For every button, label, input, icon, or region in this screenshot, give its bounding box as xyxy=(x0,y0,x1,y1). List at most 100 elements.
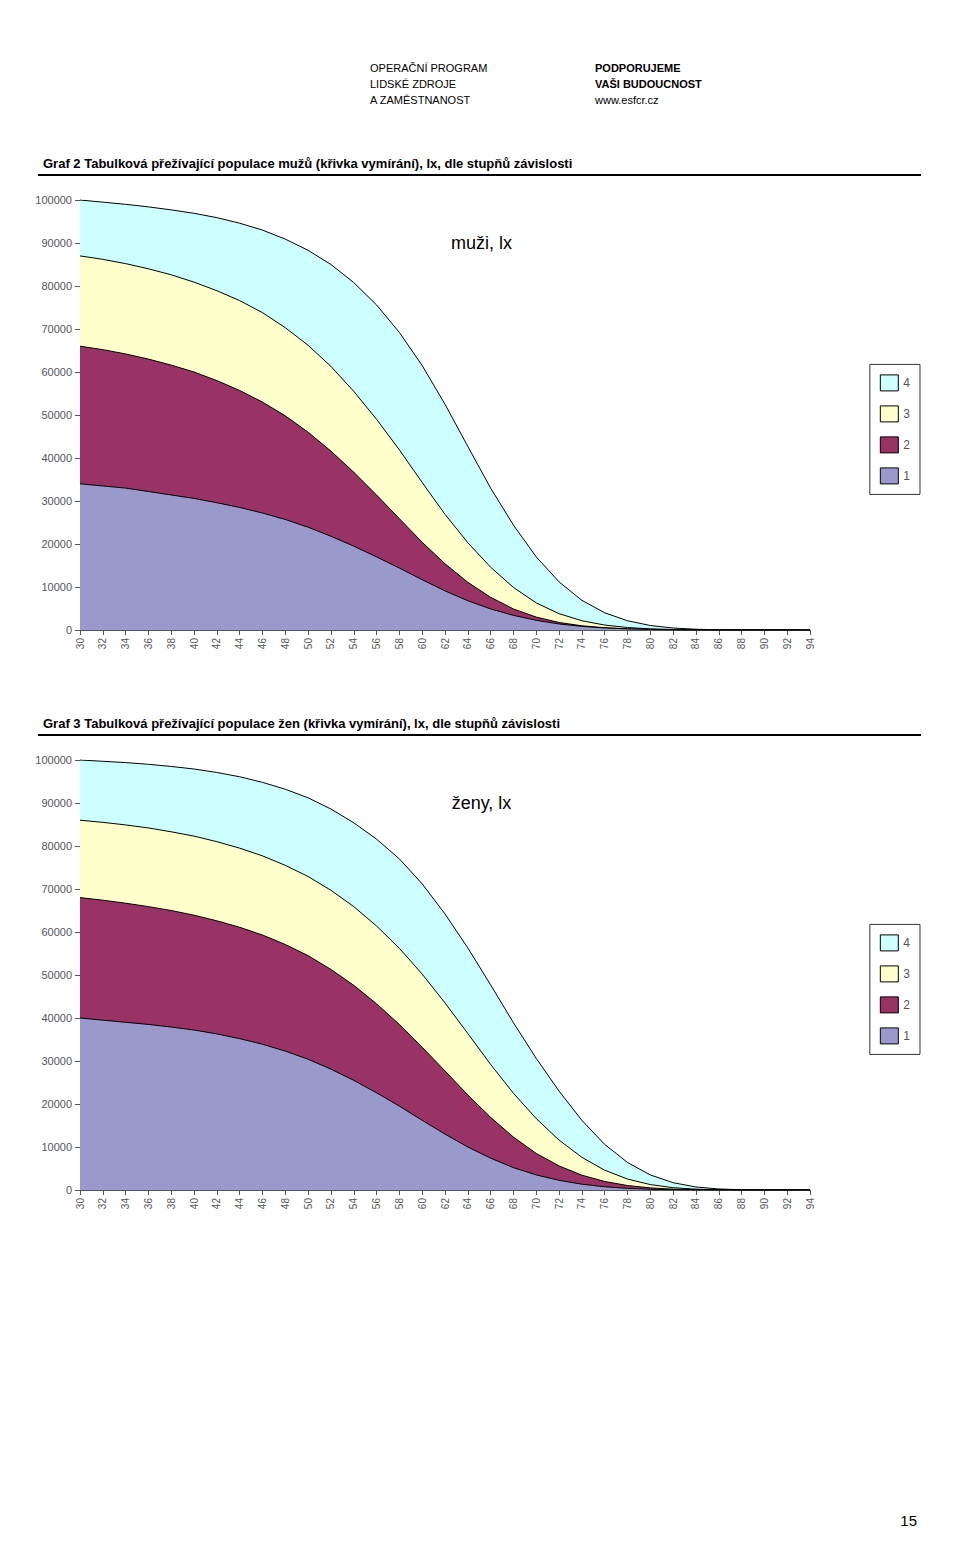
svg-text:56: 56 xyxy=(371,638,382,650)
svg-text:62: 62 xyxy=(440,1198,451,1210)
svg-text:LIDSKÉ ZDROJE: LIDSKÉ ZDROJE xyxy=(370,78,456,90)
svg-text:52: 52 xyxy=(325,1198,336,1210)
svg-text:36: 36 xyxy=(143,638,154,650)
svg-text:88: 88 xyxy=(736,638,747,650)
svg-text:90000: 90000 xyxy=(41,797,72,809)
svg-text:42: 42 xyxy=(211,1198,222,1210)
svg-text:34: 34 xyxy=(120,1198,131,1210)
svg-text:94: 94 xyxy=(805,638,816,650)
svg-text:94: 94 xyxy=(805,1198,816,1210)
svg-text:100000: 100000 xyxy=(35,194,72,206)
svg-text:1: 1 xyxy=(903,1029,910,1043)
svg-text:84: 84 xyxy=(690,1198,701,1210)
svg-text:15: 15 xyxy=(900,1512,917,1529)
svg-text:4: 4 xyxy=(903,936,910,950)
svg-text:VAŠI BUDOUCNOST: VAŠI BUDOUCNOST xyxy=(595,78,702,90)
svg-text:62: 62 xyxy=(440,638,451,650)
svg-text:90000: 90000 xyxy=(41,237,72,249)
svg-text:60: 60 xyxy=(417,638,428,650)
svg-text:muži, lx: muži, lx xyxy=(451,233,512,253)
svg-text:46: 46 xyxy=(257,638,268,650)
svg-text:0: 0 xyxy=(66,1184,72,1196)
svg-text:A ZAMĚSTNANOST: A ZAMĚSTNANOST xyxy=(370,94,471,106)
svg-text:56: 56 xyxy=(371,1198,382,1210)
svg-text:86: 86 xyxy=(713,638,724,650)
svg-text:50000: 50000 xyxy=(41,969,72,981)
svg-text:38: 38 xyxy=(166,638,177,650)
svg-text:32: 32 xyxy=(97,638,108,650)
svg-text:54: 54 xyxy=(348,1198,359,1210)
svg-text:10000: 10000 xyxy=(41,581,72,593)
svg-text:82: 82 xyxy=(668,638,679,650)
svg-text:92: 92 xyxy=(782,638,793,650)
svg-text:40000: 40000 xyxy=(41,452,72,464)
svg-text:3: 3 xyxy=(903,407,910,421)
svg-text:40: 40 xyxy=(189,1198,200,1210)
svg-text:76: 76 xyxy=(599,1198,610,1210)
svg-text:30: 30 xyxy=(75,1198,86,1210)
svg-text:50000: 50000 xyxy=(41,409,72,421)
svg-text:84: 84 xyxy=(690,638,701,650)
svg-text:50: 50 xyxy=(303,1198,314,1210)
svg-text:50: 50 xyxy=(303,638,314,650)
svg-text:20000: 20000 xyxy=(41,1098,72,1110)
svg-text:80000: 80000 xyxy=(41,840,72,852)
svg-text:70: 70 xyxy=(531,638,542,650)
svg-text:44: 44 xyxy=(234,638,245,650)
svg-text:64: 64 xyxy=(462,638,473,650)
svg-text:78: 78 xyxy=(622,638,633,650)
svg-text:86: 86 xyxy=(713,1198,724,1210)
svg-text:72: 72 xyxy=(554,638,565,650)
svg-text:82: 82 xyxy=(668,1198,679,1210)
svg-text:88: 88 xyxy=(736,1198,747,1210)
svg-text:4: 4 xyxy=(903,376,910,390)
svg-text:72: 72 xyxy=(554,1198,565,1210)
svg-text:44: 44 xyxy=(234,1198,245,1210)
svg-text:66: 66 xyxy=(485,1198,496,1210)
svg-text:74: 74 xyxy=(576,1198,587,1210)
svg-text:46: 46 xyxy=(257,1198,268,1210)
svg-text:70: 70 xyxy=(531,1198,542,1210)
svg-text:OPERAČNÍ PROGRAM: OPERAČNÍ PROGRAM xyxy=(370,62,487,74)
svg-text:74: 74 xyxy=(576,638,587,650)
svg-text:48: 48 xyxy=(280,1198,291,1210)
svg-text:30: 30 xyxy=(75,638,86,650)
svg-text:68: 68 xyxy=(508,1198,519,1210)
svg-text:0: 0 xyxy=(66,624,72,636)
svg-text:ženy, lx: ženy, lx xyxy=(452,793,512,813)
svg-text:42: 42 xyxy=(211,638,222,650)
svg-text:38: 38 xyxy=(166,1198,177,1210)
svg-text:Graf 3 Tabulková přežívající p: Graf 3 Tabulková přežívající populace že… xyxy=(43,716,560,731)
svg-text:70000: 70000 xyxy=(41,323,72,335)
svg-text:52: 52 xyxy=(325,638,336,650)
svg-text:100000: 100000 xyxy=(35,754,72,766)
svg-text:76: 76 xyxy=(599,638,610,650)
svg-text:48: 48 xyxy=(280,638,291,650)
svg-text:10000: 10000 xyxy=(41,1141,72,1153)
svg-text:1: 1 xyxy=(903,469,910,483)
svg-text:36: 36 xyxy=(143,1198,154,1210)
svg-text:40000: 40000 xyxy=(41,1012,72,1024)
svg-text:80000: 80000 xyxy=(41,280,72,292)
svg-text:2: 2 xyxy=(903,438,910,452)
svg-text:20000: 20000 xyxy=(41,538,72,550)
svg-text:64: 64 xyxy=(462,1198,473,1210)
svg-text:60000: 60000 xyxy=(41,926,72,938)
svg-text:58: 58 xyxy=(394,1198,405,1210)
svg-text:PODPORUJEME: PODPORUJEME xyxy=(595,62,681,74)
svg-text:68: 68 xyxy=(508,638,519,650)
svg-text:80: 80 xyxy=(645,638,656,650)
svg-text:60: 60 xyxy=(417,1198,428,1210)
svg-text:2: 2 xyxy=(903,998,910,1012)
svg-text:32: 32 xyxy=(97,1198,108,1210)
svg-text:60000: 60000 xyxy=(41,366,72,378)
svg-text:80: 80 xyxy=(645,1198,656,1210)
svg-text:90: 90 xyxy=(759,638,770,650)
svg-text:Graf 2 Tabulková přežívající p: Graf 2 Tabulková přežívající populace mu… xyxy=(43,156,572,171)
svg-text:78: 78 xyxy=(622,1198,633,1210)
svg-text:90: 90 xyxy=(759,1198,770,1210)
svg-text:40: 40 xyxy=(189,638,200,650)
svg-text:58: 58 xyxy=(394,638,405,650)
svg-text:www.esfcr.cz: www.esfcr.cz xyxy=(594,94,659,106)
svg-text:92: 92 xyxy=(782,1198,793,1210)
